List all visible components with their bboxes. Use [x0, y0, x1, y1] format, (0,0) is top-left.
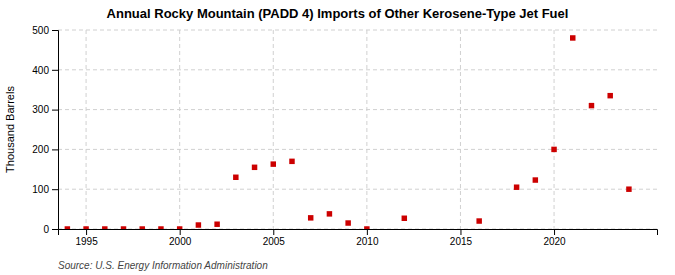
x-tick: 2005: [263, 229, 286, 247]
point: [533, 177, 538, 182]
y-tick-mark: [52, 149, 58, 150]
y-tick-mark: [52, 189, 58, 190]
y-axis: 0 100 200 300 400 500: [32, 25, 58, 235]
y-grid-line: [58, 149, 657, 150]
point: [214, 221, 219, 226]
x-tick-label: 2020: [543, 236, 566, 247]
x-tick-mark: [367, 229, 368, 235]
x-grid-line: [460, 30, 461, 229]
x-tick-label: 2005: [263, 236, 286, 247]
y-tick: 0: [43, 224, 58, 235]
point: [65, 226, 70, 229]
y-tick: 200: [32, 144, 58, 155]
x-grid-line: [366, 30, 367, 229]
point: [476, 218, 481, 223]
y-tick-mark: [52, 30, 58, 31]
y-tick: 100: [32, 184, 58, 195]
point: [158, 226, 163, 229]
point: [83, 226, 88, 229]
x-tick-label: 2010: [356, 236, 379, 247]
plot: 1995 2000 2005 2010 2015 2020 0 100 200 300 400 500: [32, 25, 657, 247]
y-tick: 300: [32, 104, 58, 115]
y-grid-line: [58, 189, 657, 190]
y-tick-mark: [52, 110, 58, 111]
source-note: Source: U.S. Energy Information Administ…: [58, 260, 268, 271]
point: [402, 216, 407, 221]
y-tick-mark: [52, 70, 58, 71]
y-tick: 500: [32, 25, 58, 36]
x-grid-line: [554, 30, 555, 229]
x-tick-mark: [86, 229, 87, 235]
points: [65, 35, 632, 229]
point: [570, 35, 575, 40]
point: [626, 186, 631, 191]
y-tick-label: 400: [32, 65, 49, 76]
point: [177, 226, 182, 229]
y-grid-line: [58, 30, 657, 31]
point: [289, 159, 294, 164]
x-tick: 2010: [356, 229, 379, 247]
point: [102, 226, 107, 229]
y-tick: 400: [32, 65, 58, 76]
x-tick: 2000: [169, 229, 192, 247]
x-tick: 2015: [450, 229, 473, 247]
point: [345, 220, 350, 225]
point: [233, 175, 238, 180]
point: [514, 184, 519, 189]
point: [551, 147, 556, 152]
y-tick-label: 200: [32, 144, 49, 155]
x-tick-label: 1995: [75, 236, 98, 247]
grid: [58, 30, 657, 229]
point: [327, 211, 332, 216]
x-grid-line: [273, 30, 274, 229]
y-tick-mark: [52, 229, 58, 230]
y-tick-label: 300: [32, 104, 49, 115]
y-axis-title: Thousand Barrels: [4, 86, 16, 173]
point: [252, 165, 257, 170]
x-grid-line: [179, 30, 180, 229]
x-tick-label: 2000: [169, 236, 192, 247]
x-tick-mark: [460, 229, 461, 235]
x-grid-line: [86, 30, 87, 229]
y-tick-label: 0: [43, 224, 49, 235]
point: [196, 222, 201, 227]
point: [121, 226, 126, 229]
x-tick-mark: [554, 229, 555, 235]
x-axis: 1995 2000 2005 2010 2015 2020: [59, 229, 658, 247]
point: [589, 103, 594, 108]
x-tick-label: 2015: [450, 236, 473, 247]
y-axis-line: [52, 31, 59, 230]
y-tick-label: 500: [32, 25, 49, 36]
y-grid-line: [58, 109, 657, 110]
y-tick-label: 100: [32, 184, 49, 195]
point: [364, 226, 369, 229]
x-tick: 2020: [543, 229, 566, 247]
point: [607, 93, 612, 98]
x-tick-mark: [180, 229, 181, 235]
point: [139, 226, 144, 229]
y-grid-line: [58, 69, 657, 70]
x-axis-line: [59, 230, 658, 236]
title: Annual Rocky Mountain (PADD 4) Imports o…: [107, 6, 569, 21]
x-tick-mark: [273, 229, 274, 235]
point: [271, 161, 276, 166]
point: [308, 215, 313, 220]
x-tick: 1995: [75, 229, 98, 247]
chart: Annual Rocky Mountain (PADD 4) Imports o…: [0, 0, 675, 275]
